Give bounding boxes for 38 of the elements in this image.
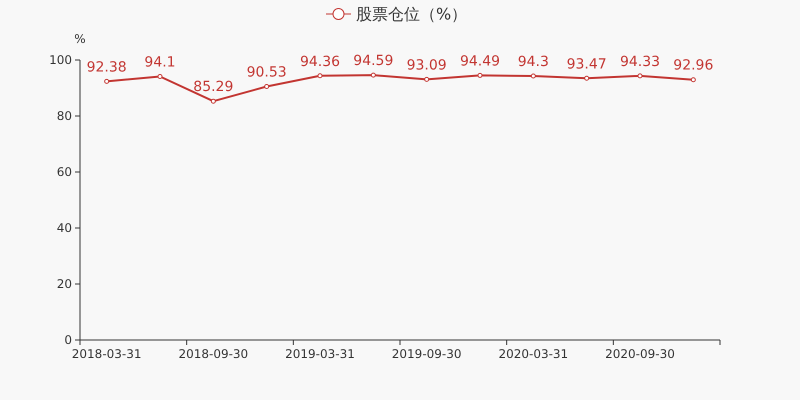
point	[530, 73, 536, 78]
point	[424, 76, 430, 82]
point	[158, 74, 162, 80]
y-tick-label: 0	[64, 333, 72, 348]
point	[584, 76, 590, 81]
y-tick-label: 100	[49, 53, 72, 68]
data-label: 94.36	[300, 54, 340, 70]
x-tick-label: 2018-09-30	[178, 347, 248, 361]
point	[104, 78, 110, 84]
y-tick-label: 20	[56, 277, 72, 292]
x-tick-label: 2020-03-31	[498, 347, 568, 361]
legend-label: 股票仓位（%）	[356, 4, 468, 24]
point	[210, 98, 216, 104]
data-label: 94.33	[620, 54, 660, 70]
x-tick-label: 2018-03-31	[72, 347, 142, 361]
data-label: 94.49	[460, 53, 500, 70]
x-tick-label: 2019-09-30	[392, 347, 462, 361]
point	[478, 72, 482, 78]
data-label: 93.09	[406, 57, 447, 74]
point	[370, 72, 376, 78]
y-axis-title: %	[74, 32, 86, 46]
data-label: 94.59	[353, 53, 394, 70]
y-tick-label: 80	[56, 109, 72, 124]
data-label: 92.38	[86, 59, 127, 76]
x-tick-label: 2020-09-30	[605, 347, 675, 361]
point	[318, 73, 322, 78]
point	[638, 73, 642, 78]
point	[264, 84, 270, 90]
data-label: 94.1	[144, 54, 176, 71]
data-label: 93.47	[566, 56, 607, 72]
data-label: 85.29	[193, 79, 234, 96]
point	[690, 77, 696, 82]
x-tick-label: 2019-03-31	[285, 347, 355, 361]
data-label: 90.53	[246, 64, 287, 81]
y-tick-label: 60	[56, 165, 72, 180]
y-tick-label: 40	[56, 221, 72, 236]
data-label: 92.96	[673, 58, 714, 74]
data-label: 94.3	[518, 54, 549, 70]
